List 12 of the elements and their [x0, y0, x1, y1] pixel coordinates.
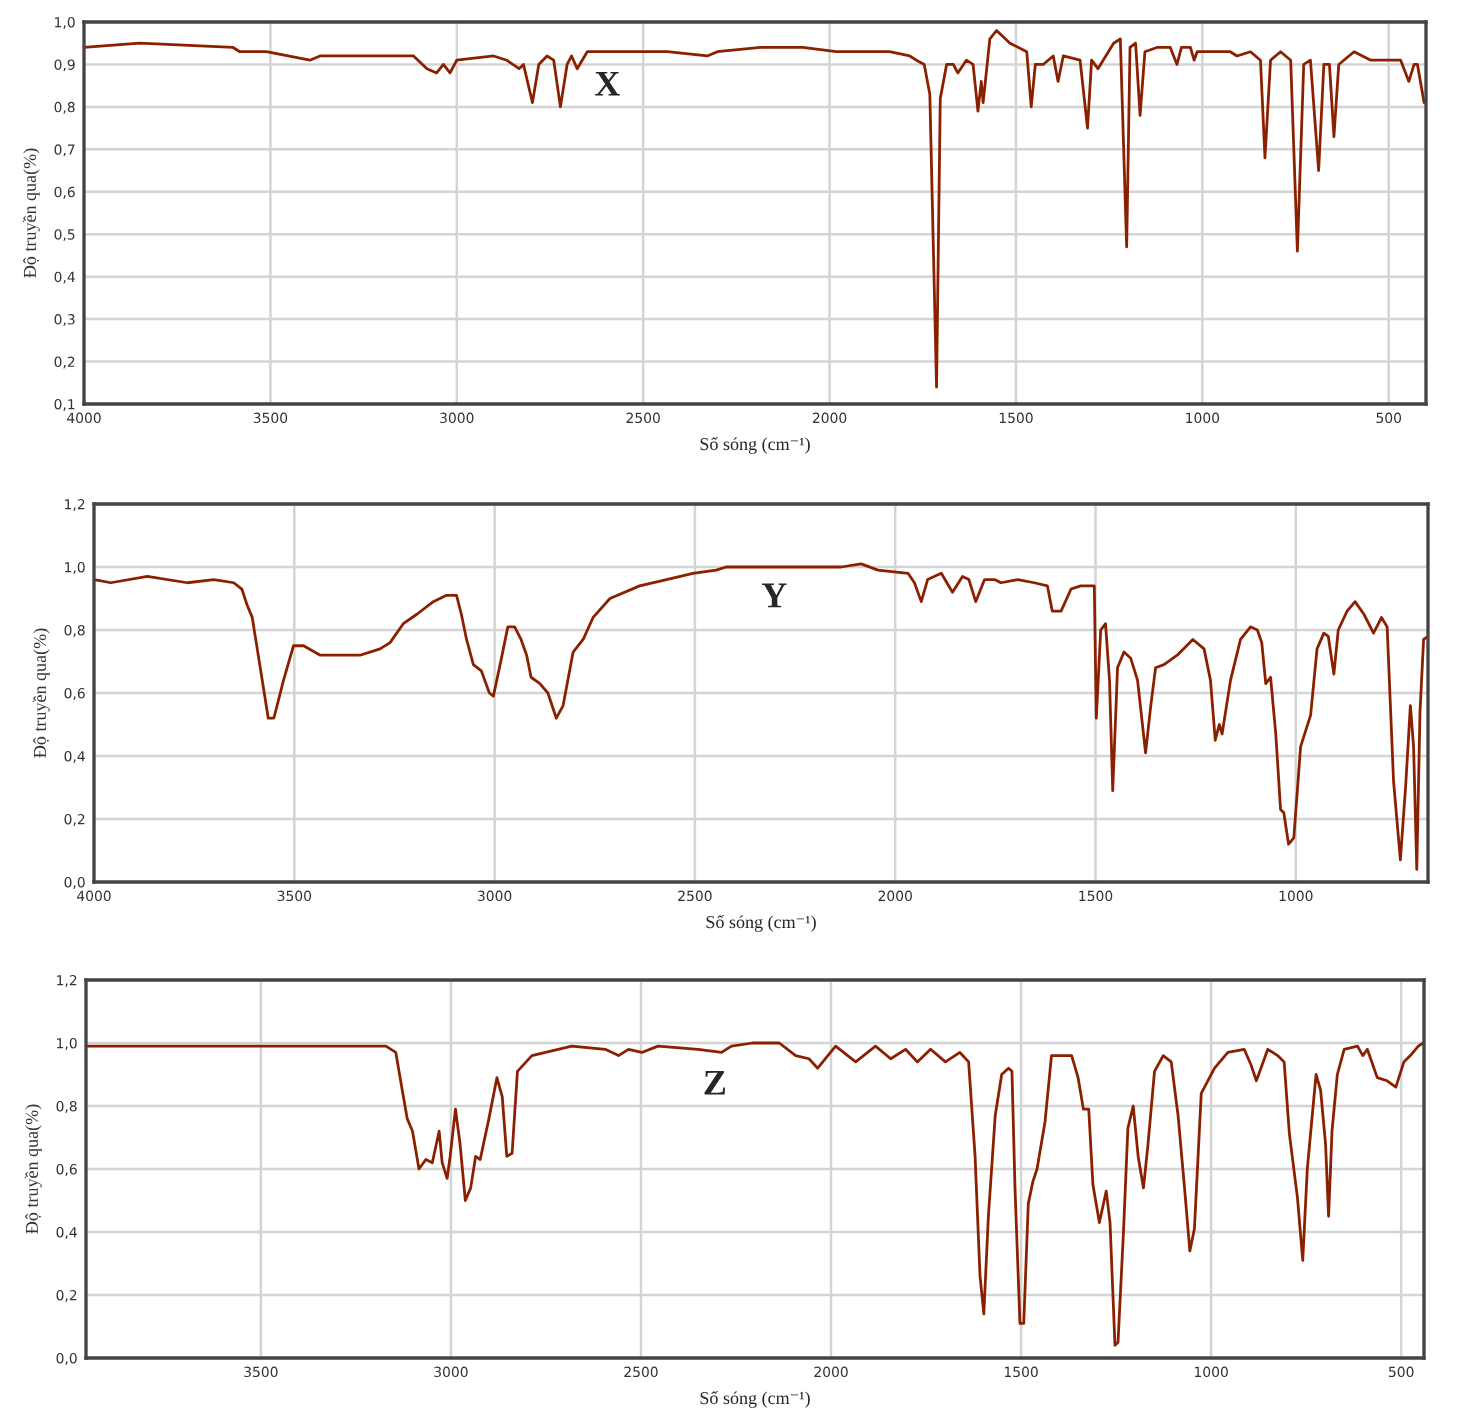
annotation: X: [595, 71, 620, 96]
annotation: Z: [704, 1070, 726, 1095]
line-series: [86, 1041, 1424, 1347]
x-axis-title: Số sóng (cm⁻¹): [700, 1390, 810, 1408]
y-axis-title: Độ truyền qua(%): [22, 148, 40, 278]
y-axis-title: Độ truyền qua(%): [24, 1104, 42, 1234]
line-series: [94, 562, 1428, 871]
annotation: Y: [761, 583, 787, 608]
x-axis-title: Số sóng (cm⁻¹): [700, 436, 810, 454]
y-axis-title: Độ truyền qua(%): [32, 628, 50, 758]
line-series: [84, 29, 1426, 389]
x-axis-title: Số sóng (cm⁻¹): [706, 914, 816, 932]
